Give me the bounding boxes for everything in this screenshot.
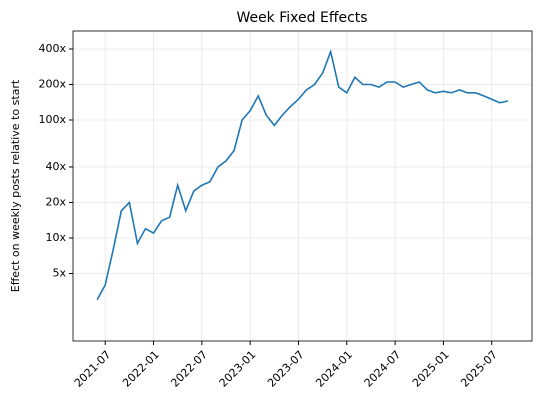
plot-frame: [72, 30, 533, 342]
x-tick-label: 2022-01: [120, 348, 162, 390]
y-tick-label: 400x: [38, 42, 66, 55]
y-tick-label: 100x: [38, 113, 66, 126]
x-tick-label: 2025-07: [458, 348, 500, 390]
x-tick-label: 2022-07: [168, 348, 210, 390]
x-tick-label: 2021-07: [72, 348, 114, 390]
y-tick-label: 200x: [38, 77, 66, 90]
chart-title: Week Fixed Effects: [236, 10, 367, 26]
y-tick-label: 20x: [45, 195, 66, 208]
x-tick-label: 2023-07: [265, 348, 307, 390]
y-axis-label: Effect on weekly posts relative to start: [9, 79, 22, 292]
y-tick-label: 10x: [45, 231, 66, 244]
y-tick-label: 5x: [52, 267, 66, 280]
x-tick-label: 2023-01: [217, 348, 259, 390]
y-tick-label: 40x: [45, 160, 66, 173]
x-tick-label: 2025-01: [410, 348, 452, 390]
x-tick-label: 2024-07: [362, 348, 404, 390]
series-line: [96, 48, 509, 301]
x-tick-label: 2024-01: [313, 348, 355, 390]
